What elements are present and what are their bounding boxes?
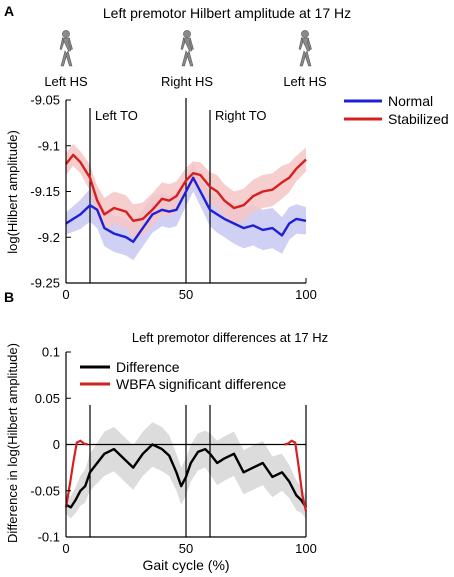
x-tick-label: 50 xyxy=(179,287,193,302)
y-tick-label: -0.05 xyxy=(30,483,60,498)
panel-a-letter: A xyxy=(4,3,14,19)
walker-leg xyxy=(60,50,68,67)
panel-a-y-axis-label: log(Hilbert amplitude) xyxy=(5,130,20,254)
gait-label-right-hs: Right HS xyxy=(161,74,213,89)
walker-arm xyxy=(180,36,186,50)
walker-head xyxy=(301,30,309,38)
legend-label: Normal xyxy=(388,93,433,109)
legend-label: Stabilized xyxy=(388,111,449,127)
significant-segment xyxy=(284,439,308,512)
y-tick-label: -9.1 xyxy=(38,138,60,153)
walker-leg xyxy=(65,50,73,67)
x-tick-label: 0 xyxy=(62,541,69,556)
walking-figure-icon xyxy=(59,30,73,67)
legend-label: Difference xyxy=(116,359,180,375)
walker-leg xyxy=(186,50,194,67)
y-tick-label: -9.15 xyxy=(30,184,60,199)
x-tick-label: 0 xyxy=(62,287,69,302)
panel-b-x-axis-label: Gait cycle (%) xyxy=(142,557,229,573)
y-tick-label: 0.1 xyxy=(42,345,60,360)
walker-head xyxy=(62,30,70,38)
walker-arm xyxy=(307,37,312,50)
x-tick-label: 100 xyxy=(295,287,317,302)
panel-b-letter: B xyxy=(4,289,14,305)
y-tick-label: -0.1 xyxy=(38,530,60,545)
y-tick-label: -9.25 xyxy=(30,276,60,291)
walker-torso xyxy=(301,37,310,52)
panel-a-title: Left premotor Hilbert amplitude at 17 Hz xyxy=(103,5,351,21)
walker-arm xyxy=(298,36,304,50)
y-tick-label: 0 xyxy=(53,437,60,452)
gait-label-left-hs: Left HS xyxy=(44,74,88,89)
walker-arm xyxy=(68,37,73,50)
panel-b-title: Left premotor differences at 17 Hz xyxy=(132,330,328,345)
panel-b-y-axis-label: Difference in log(Hilbert amplitude) xyxy=(5,343,20,543)
panel-a-plot: -9.05 -9.1 -9.15 -9.2 -9.250 50 100 Normal Stabi… xyxy=(30,93,448,303)
y-tick-label: -9.2 xyxy=(38,230,60,245)
x-tick-label: 50 xyxy=(179,541,193,556)
walking-figure-icon xyxy=(298,30,312,67)
event-label: Right TO xyxy=(215,108,267,123)
stabilized-line xyxy=(65,153,307,222)
x-tick-label: 100 xyxy=(295,541,317,556)
y-tick-label: -9.05 xyxy=(30,93,60,108)
walker-head xyxy=(183,30,191,38)
walker-torso xyxy=(183,37,192,52)
walking-figure-icon xyxy=(180,30,194,67)
significant-segment xyxy=(64,439,88,508)
normal-line xyxy=(65,176,307,243)
walker-arm xyxy=(189,37,194,50)
walker-leg xyxy=(181,50,189,67)
gait-label-left-hs: Left HS xyxy=(283,74,327,89)
walker-leg xyxy=(299,50,307,67)
walker-torso xyxy=(62,37,71,52)
y-tick-label: 0.05 xyxy=(35,391,60,406)
event-label: Left TO xyxy=(95,108,138,123)
walker-arm xyxy=(59,36,65,50)
legend-label: WBFA significant difference xyxy=(116,376,286,392)
walker-leg xyxy=(304,50,312,67)
difference-line xyxy=(65,443,308,509)
